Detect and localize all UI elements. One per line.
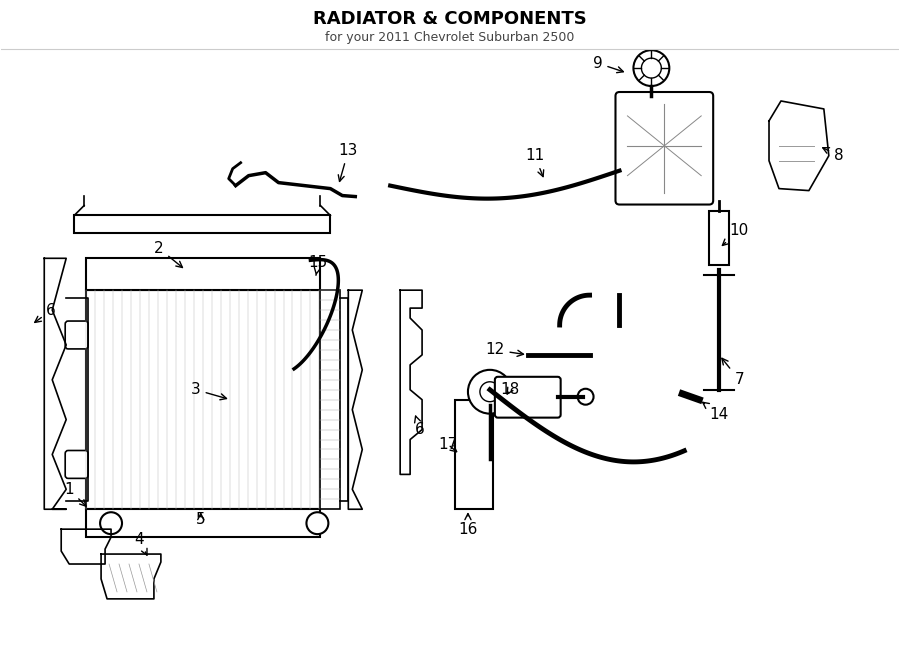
Text: 14: 14 — [703, 403, 729, 422]
Text: 2: 2 — [154, 241, 183, 268]
Circle shape — [642, 58, 662, 78]
Text: 18: 18 — [500, 382, 519, 397]
Text: 12: 12 — [485, 342, 524, 358]
Text: 3: 3 — [191, 382, 227, 400]
Text: 6: 6 — [35, 303, 56, 323]
Circle shape — [468, 370, 512, 414]
Text: RADIATOR & COMPONENTS: RADIATOR & COMPONENTS — [313, 11, 587, 28]
FancyBboxPatch shape — [495, 377, 561, 418]
Text: 17: 17 — [438, 437, 457, 452]
Text: 4: 4 — [134, 531, 147, 555]
Text: 5: 5 — [196, 512, 205, 527]
Text: 1: 1 — [65, 482, 86, 506]
FancyBboxPatch shape — [616, 92, 713, 204]
Text: 16: 16 — [458, 514, 478, 537]
Bar — [455, 400, 493, 509]
Bar — [86, 290, 320, 509]
Text: 6: 6 — [415, 416, 425, 437]
Text: for your 2011 Chevrolet Suburban 2500: for your 2011 Chevrolet Suburban 2500 — [325, 31, 575, 44]
Circle shape — [306, 512, 328, 534]
Text: 7: 7 — [722, 358, 744, 387]
Text: 15: 15 — [309, 254, 328, 275]
Bar — [86, 509, 320, 537]
Bar — [320, 290, 340, 509]
FancyBboxPatch shape — [65, 321, 88, 349]
Text: 13: 13 — [338, 143, 358, 182]
Bar — [86, 258, 320, 290]
Circle shape — [578, 389, 594, 405]
Circle shape — [100, 512, 122, 534]
Circle shape — [480, 382, 500, 402]
Bar — [709, 210, 729, 265]
Circle shape — [634, 50, 670, 86]
Text: 11: 11 — [525, 148, 544, 176]
Text: 10: 10 — [723, 223, 749, 245]
Bar — [74, 215, 330, 233]
Text: 9: 9 — [593, 56, 624, 73]
FancyBboxPatch shape — [65, 451, 88, 479]
Text: 8: 8 — [823, 147, 843, 163]
